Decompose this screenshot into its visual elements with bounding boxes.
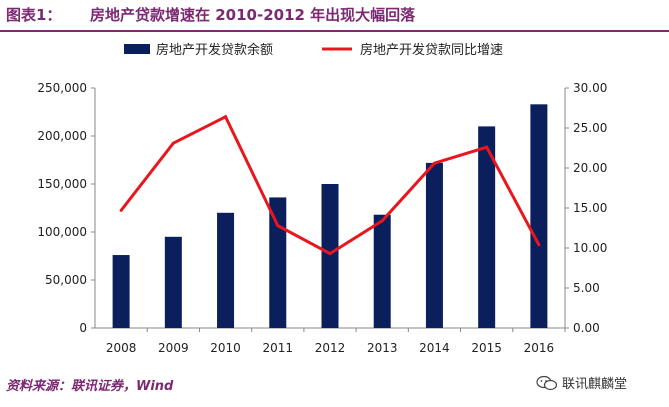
line-point: [276, 224, 280, 228]
y-right-tick-label: 10.00: [573, 241, 607, 255]
y-right-tick-label: 15.00: [573, 201, 607, 215]
source-note: 资料来源：联讯证券，Wind: [6, 379, 174, 394]
x-tick-label: 2014: [419, 341, 450, 355]
watermark: 联讯麒麟堂: [536, 373, 627, 392]
figure-title: 房地产贷款增速在 2010-2012 年出现大幅回落: [90, 6, 416, 24]
x-tick-label: 2012: [315, 341, 346, 355]
x-tick-label: 2016: [524, 341, 555, 355]
x-tick-label: 2009: [158, 341, 189, 355]
line-point: [171, 141, 175, 145]
line-point: [328, 252, 332, 256]
x-tick-label: 2010: [210, 341, 241, 355]
bar: [478, 126, 496, 329]
bar: [321, 184, 339, 328]
line-point: [119, 208, 123, 212]
bar: [164, 236, 182, 328]
x-tick-label: 2013: [367, 341, 398, 355]
bar: [217, 212, 235, 328]
line-point: [537, 243, 541, 247]
bar: [425, 162, 443, 328]
figure-label: 图表1：: [6, 6, 62, 24]
y-left-tick-label: 0: [79, 321, 87, 335]
y-left-tick-label: 150,000: [37, 177, 87, 191]
y-left-tick-label: 200,000: [37, 129, 87, 143]
legend-label-line: 房地产开发贷款同比增速: [360, 42, 503, 58]
y-left-tick-label: 250,000: [37, 81, 87, 95]
bar: [373, 214, 391, 328]
legend-swatch-bar: [124, 44, 150, 54]
line-point: [485, 145, 489, 149]
bar: [112, 255, 130, 328]
figure-header: 图表1： 房地产贷款增速在 2010-2012 年出现大幅回落: [0, 0, 669, 32]
bar: [269, 197, 287, 328]
wechat-icon: [536, 375, 558, 390]
watermark-text: 联讯麒麟堂: [562, 377, 628, 392]
x-tick-label: 2011: [263, 341, 294, 355]
y-right-tick-label: 20.00: [573, 161, 607, 175]
y-right-tick-label: 30.00: [573, 81, 607, 95]
x-tick-label: 2015: [471, 341, 502, 355]
y-left-tick-label: 50,000: [45, 273, 87, 287]
line-point: [432, 161, 436, 165]
bar: [530, 104, 548, 328]
line-point: [380, 219, 384, 223]
y-right-tick-label: 25.00: [573, 121, 607, 135]
y-right-tick-label: 0.00: [573, 321, 600, 335]
line-point: [224, 115, 228, 119]
y-left-tick-label: 100,000: [37, 225, 87, 239]
legend-label-bar: 房地产开发贷款余额: [156, 42, 273, 58]
x-tick-label: 2008: [106, 341, 137, 355]
y-right-tick-label: 5.00: [573, 281, 600, 295]
chart: 房地产开发贷款余额 房地产开发贷款同比增速 0 50,000 100,000 150,00…: [37, 42, 607, 355]
